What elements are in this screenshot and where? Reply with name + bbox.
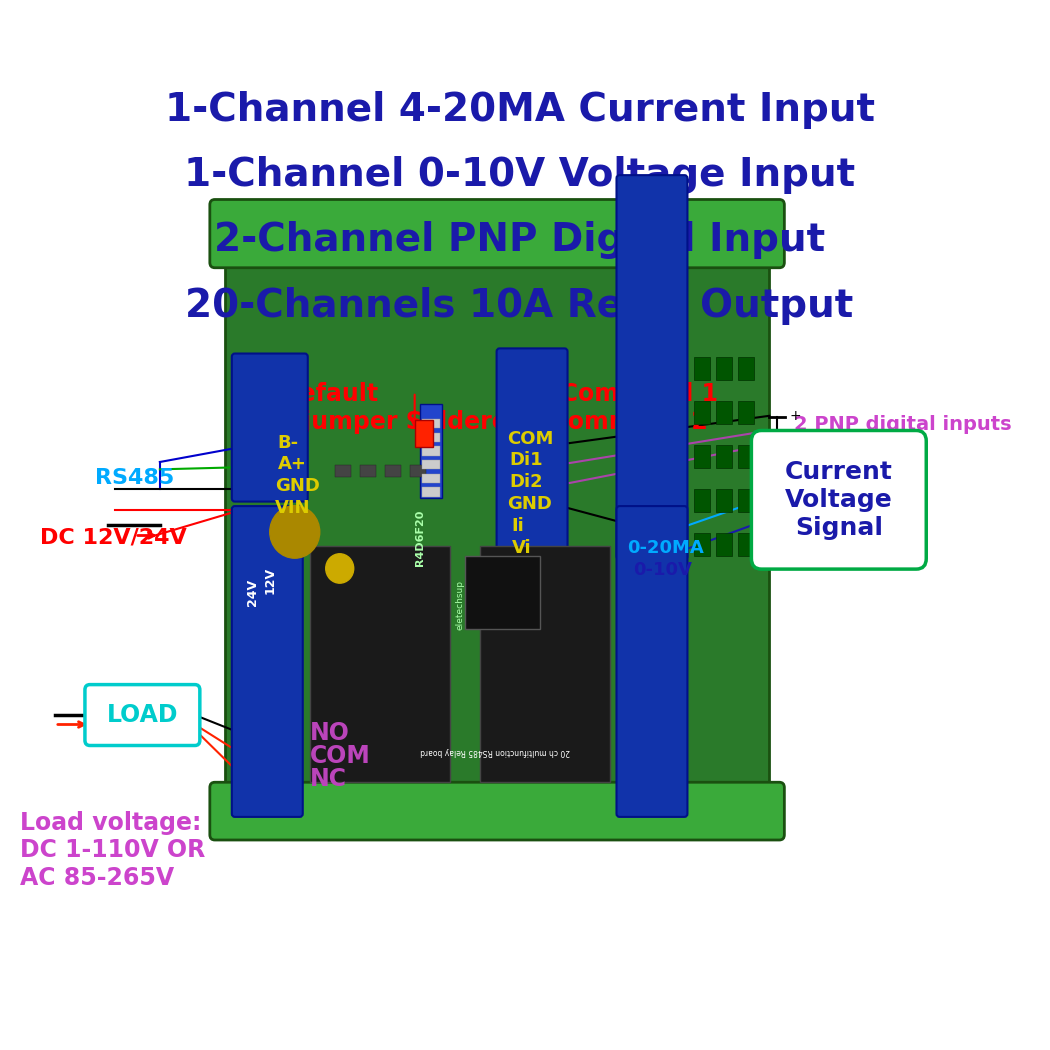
FancyBboxPatch shape xyxy=(465,555,540,629)
FancyBboxPatch shape xyxy=(497,349,568,560)
FancyBboxPatch shape xyxy=(422,433,440,442)
Text: DC 12V/24V: DC 12V/24V xyxy=(40,527,187,548)
FancyBboxPatch shape xyxy=(616,506,688,817)
Text: GND: GND xyxy=(507,495,552,513)
Text: Default                    : Command 1: Default : Command 1 xyxy=(279,382,718,405)
FancyBboxPatch shape xyxy=(694,533,711,556)
Text: Current
Voltage
Signal: Current Voltage Signal xyxy=(785,460,892,540)
FancyBboxPatch shape xyxy=(716,489,733,512)
Text: +: + xyxy=(790,408,801,423)
Text: 24V: 24V xyxy=(247,580,259,607)
Text: 1-Channel 0-10V Voltage Input: 1-Channel 0-10V Voltage Input xyxy=(184,156,855,194)
FancyBboxPatch shape xyxy=(232,506,302,817)
FancyBboxPatch shape xyxy=(335,464,351,477)
Text: eletechsup: eletechsup xyxy=(455,580,464,630)
FancyBboxPatch shape xyxy=(694,489,711,512)
Text: NO: NO xyxy=(310,721,350,744)
Text: 2 PNP digital inputs
(5-24V): 2 PNP digital inputs (5-24V) xyxy=(795,415,1012,457)
FancyBboxPatch shape xyxy=(420,404,442,499)
Text: Di1: Di1 xyxy=(509,450,543,469)
FancyBboxPatch shape xyxy=(210,782,784,840)
FancyBboxPatch shape xyxy=(210,200,784,268)
FancyBboxPatch shape xyxy=(716,445,733,468)
Text: GND: GND xyxy=(625,511,676,532)
Text: 20-Channels 10A Relay Output: 20-Channels 10A Relay Output xyxy=(186,287,854,324)
FancyBboxPatch shape xyxy=(422,446,440,456)
Text: A+: A+ xyxy=(278,455,307,474)
FancyBboxPatch shape xyxy=(738,533,754,556)
Text: 20 ch multifunction RS485 Relay board: 20 ch multifunction RS485 Relay board xyxy=(420,747,569,756)
FancyBboxPatch shape xyxy=(716,401,733,424)
FancyBboxPatch shape xyxy=(360,464,376,477)
Text: LOAD: LOAD xyxy=(107,704,178,727)
FancyBboxPatch shape xyxy=(738,489,754,512)
Text: R4D6F20: R4D6F20 xyxy=(415,510,424,566)
FancyBboxPatch shape xyxy=(422,487,440,497)
FancyBboxPatch shape xyxy=(422,419,440,428)
FancyBboxPatch shape xyxy=(85,685,200,746)
Text: Ii: Ii xyxy=(511,517,524,536)
FancyBboxPatch shape xyxy=(422,460,440,469)
FancyBboxPatch shape xyxy=(694,401,711,424)
FancyBboxPatch shape xyxy=(310,546,449,782)
Text: GND: GND xyxy=(275,477,319,496)
FancyBboxPatch shape xyxy=(616,175,688,560)
FancyBboxPatch shape xyxy=(694,357,711,380)
FancyBboxPatch shape xyxy=(694,445,711,468)
FancyBboxPatch shape xyxy=(422,474,440,483)
Text: 2-Channel PNP Digital Input: 2-Channel PNP Digital Input xyxy=(214,222,825,259)
Text: 0-10V: 0-10V xyxy=(633,561,692,580)
FancyBboxPatch shape xyxy=(415,420,433,446)
Text: NC: NC xyxy=(310,768,347,791)
FancyBboxPatch shape xyxy=(410,464,425,477)
FancyBboxPatch shape xyxy=(384,464,401,477)
Circle shape xyxy=(326,553,354,583)
Text: B-: B- xyxy=(278,434,299,453)
Text: M0 jumper Soldered : Command 2: M0 jumper Soldered : Command 2 xyxy=(255,411,708,434)
FancyBboxPatch shape xyxy=(738,445,754,468)
FancyBboxPatch shape xyxy=(738,401,754,424)
Text: Di2: Di2 xyxy=(509,472,543,491)
FancyBboxPatch shape xyxy=(225,215,770,824)
Text: COM: COM xyxy=(507,429,554,448)
Text: VIN: VIN xyxy=(275,499,311,518)
FancyBboxPatch shape xyxy=(480,546,609,782)
FancyBboxPatch shape xyxy=(738,357,754,380)
FancyBboxPatch shape xyxy=(716,533,733,556)
Text: 0-20MA: 0-20MA xyxy=(628,539,705,558)
Circle shape xyxy=(270,506,320,559)
FancyBboxPatch shape xyxy=(232,354,308,502)
FancyBboxPatch shape xyxy=(716,357,733,380)
Text: 1-Channel 4-20MA Current Input: 1-Channel 4-20MA Current Input xyxy=(165,91,875,129)
Text: Load voltage:
DC 1-110V OR
AC 85-265V: Load voltage: DC 1-110V OR AC 85-265V xyxy=(20,811,205,890)
Text: 12V: 12V xyxy=(264,567,276,594)
FancyBboxPatch shape xyxy=(752,430,926,569)
Text: COM: COM xyxy=(310,744,371,768)
Text: -: - xyxy=(760,442,765,457)
Text: RS485: RS485 xyxy=(94,467,174,488)
Text: Vi: Vi xyxy=(511,539,531,558)
